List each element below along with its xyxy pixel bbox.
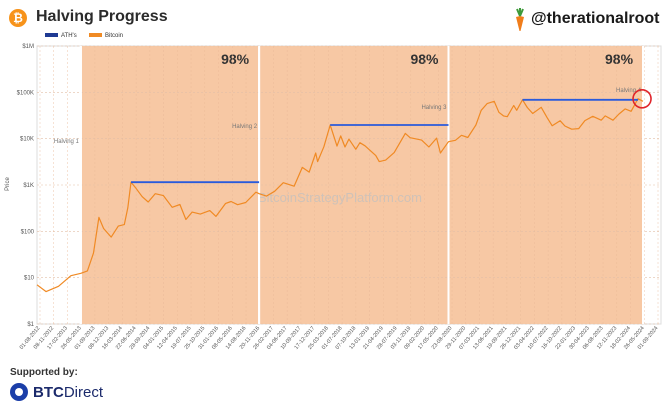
legend-label-aths: ATH's <box>61 33 77 39</box>
legend-swatch-aths <box>45 33 58 38</box>
legend-item-bitcoin: Bitcoin <box>89 33 123 39</box>
chart-title: Halving Progress <box>36 8 168 25</box>
y-tick-label: $10K <box>20 137 34 143</box>
bitcoin-price-line <box>36 98 644 293</box>
author-handle: @therationalroot <box>531 10 660 27</box>
btcdirect-logo-icon <box>10 383 28 401</box>
y-tick-label: $10 <box>24 276 35 282</box>
chart-header: ₿ Halving Progress @therationalroot <box>0 0 670 36</box>
halving-label-3: Halving 3 <box>421 105 447 111</box>
y-tick-label: $1K <box>23 183 34 189</box>
carrot-icon <box>516 8 524 31</box>
y-tick-label: $1 <box>27 322 34 328</box>
halving-label-2: Halving 2 <box>232 124 258 130</box>
sponsor-name-bold: BTC <box>33 384 64 401</box>
sponsor-name: BTCDirect <box>33 384 103 401</box>
legend-swatch-bitcoin <box>89 33 102 38</box>
watermark: BitcoinStrategyPlatform.com <box>258 190 422 205</box>
y-axis-label: Price <box>5 177 11 191</box>
y-tick-label: $100K <box>17 90 34 96</box>
ath-marker-circle <box>632 88 652 109</box>
legend-label-bitcoin: Bitcoin <box>105 33 124 39</box>
sponsor-name-rest: Direct <box>63 384 103 401</box>
price-chart: 98% 98% 98%$1$10$100$1K$10K$100K$1M01-08-2… <box>5 44 662 351</box>
y-tick-label: $1M <box>22 44 34 50</box>
halving-label-1: Halving 1 <box>54 139 80 145</box>
bitcoin-logo-icon: ₿ <box>9 9 27 27</box>
cycle-progress-label-1: 98% <box>221 51 250 67</box>
legend-item-aths: ATH's <box>45 33 77 39</box>
halving-label-4: Halving 4 <box>616 88 642 94</box>
cycle-progress-label-3: 98% <box>605 51 634 67</box>
cycle-progress-label-2: 98% <box>410 51 439 67</box>
supported-by-label: Supported by: <box>10 367 78 378</box>
y-tick-label: $100 <box>21 229 35 235</box>
